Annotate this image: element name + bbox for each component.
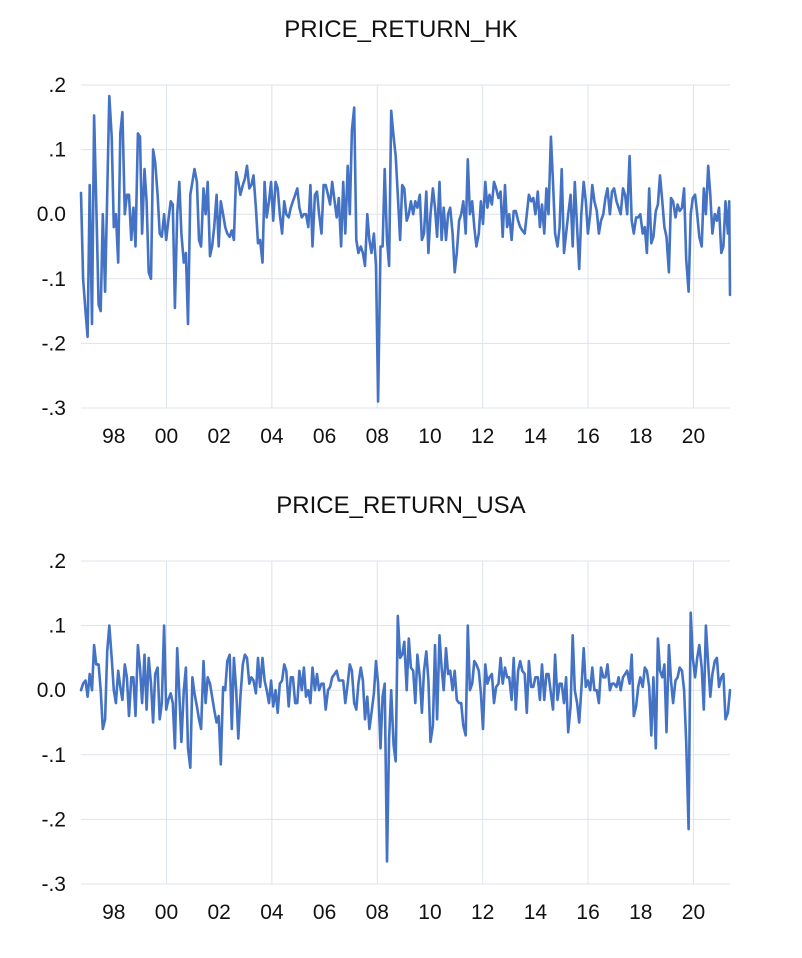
x-tick-label: 20 — [682, 901, 705, 924]
x-tick-label: 08 — [366, 901, 389, 924]
y-tick-label: -.1 — [41, 744, 66, 767]
chart-plot: .2 .1 0.0 -.1 -.2 -.3 98 00 02 04 06 08 10 12 14 16 18 20 — [37, 550, 732, 924]
y-tick-label: -.3 — [41, 873, 66, 896]
series-line — [79, 94, 732, 403]
chart-price-return-usa: PRICE_RETURN_USA .2 .1 0.0 -.1 -.2 -.3 98 00 02 0… — [0, 476, 802, 955]
x-tick-label: 06 — [313, 901, 336, 924]
x-tick-label: 08 — [366, 425, 389, 448]
y-tick-label: 0.0 — [37, 203, 66, 226]
x-tick-label: 02 — [207, 901, 230, 924]
x-tick-label: 10 — [418, 425, 441, 448]
y-tick-label: .2 — [48, 550, 66, 573]
x-tick-label: 18 — [629, 425, 652, 448]
x-tick-label: 04 — [260, 901, 284, 924]
x-tick-label: 14 — [524, 425, 548, 448]
x-tick-label: 00 — [155, 901, 178, 924]
x-tick-label: 00 — [155, 425, 178, 448]
x-tick-label: 16 — [576, 425, 599, 448]
x-tick-label: 06 — [313, 425, 336, 448]
chart-price-return-hk: PRICE_RETURN_HK .2 .1 0.0 -.1 -.2 -.3 98 00 02 04… — [37, 16, 732, 448]
x-tick-label: 02 — [207, 425, 230, 448]
y-tick-label: 0.0 — [37, 679, 66, 702]
chart-title: PRICE_RETURN_USA — [276, 492, 526, 519]
x-tick-label: 12 — [471, 425, 494, 448]
x-tick-label: 04 — [260, 425, 284, 448]
x-tick-label: 98 — [102, 901, 125, 924]
y-tick-label: .1 — [48, 615, 66, 638]
series-line — [79, 611, 732, 863]
x-tick-label: 14 — [524, 901, 548, 924]
chart-plot: .2 .1 0.0 -.1 -.2 -.3 98 00 02 04 06 08 10 12 14 16 18 20 — [37, 74, 732, 448]
y-tick-label: .1 — [48, 139, 66, 162]
x-tick-label: 20 — [682, 425, 705, 448]
x-tick-label: 18 — [629, 901, 652, 924]
x-tick-label: 16 — [576, 901, 599, 924]
y-tick-label: -.3 — [41, 397, 66, 420]
y-tick-label: -.2 — [41, 808, 66, 831]
y-tick-label: -.2 — [41, 332, 66, 355]
chart-title: PRICE_RETURN_HK — [284, 16, 518, 43]
y-tick-label: .2 — [48, 74, 66, 97]
x-tick-label: 98 — [102, 425, 125, 448]
y-tick-label: -.1 — [41, 268, 66, 291]
x-tick-label: 10 — [418, 901, 441, 924]
x-tick-label: 12 — [471, 901, 494, 924]
